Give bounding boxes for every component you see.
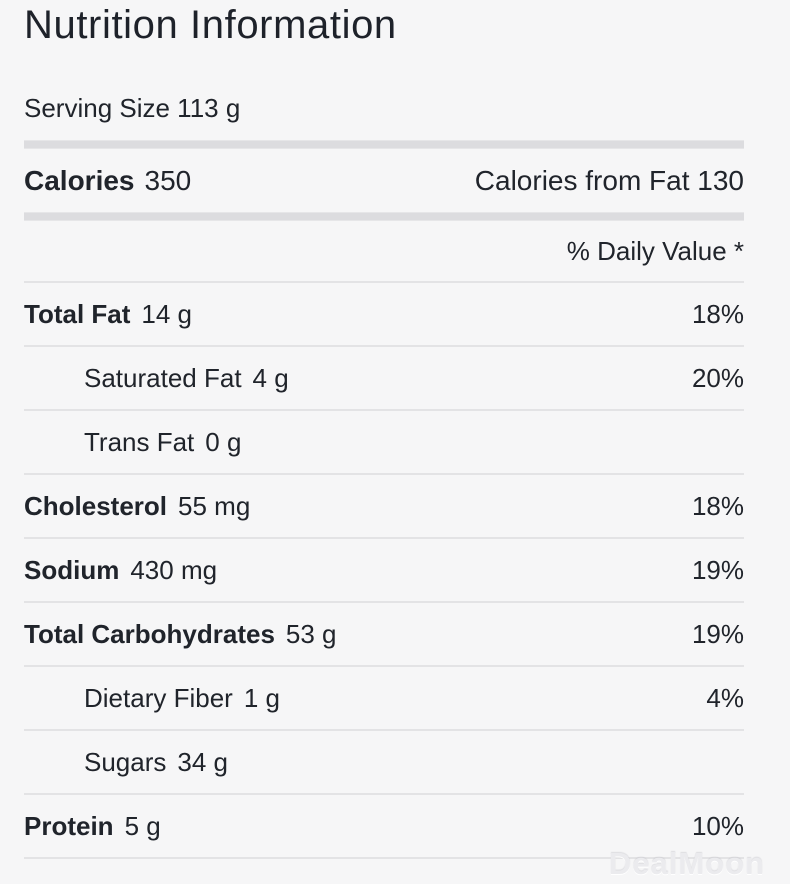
calories-label: Calories xyxy=(24,164,135,196)
nutrient-daily-value: 19% xyxy=(691,618,744,649)
nutrient-label: Dietary Fiber xyxy=(84,682,233,713)
nutrient-label: Trans Fat xyxy=(84,426,195,457)
nutrient-cell: Saturated Fat 4 g xyxy=(84,363,289,394)
nutrient-label: Sodium xyxy=(24,554,120,585)
table-row: Total Fat 14 g 18% xyxy=(24,281,744,345)
nutrient-amount: 5 g xyxy=(124,810,161,841)
nutrient-cell: Cholesterol 55 mg xyxy=(24,491,250,522)
nutrient-amount: 430 mg xyxy=(130,554,218,585)
page-title: Nutrition Information xyxy=(24,3,397,47)
nutrient-amount: 14 g xyxy=(141,298,193,329)
serving-size-text: Serving Size 113 g xyxy=(24,92,241,123)
calories-amount: 350 xyxy=(144,164,192,196)
nutrient-label: Total Fat xyxy=(24,298,131,329)
nutrient-daily-value: 18% xyxy=(691,490,744,521)
nutrient-amount: 1 g xyxy=(243,682,280,713)
daily-value-header: % Daily Value * xyxy=(566,235,744,266)
calories-value: Calories 350 xyxy=(24,165,191,197)
nutrient-cell: Total Carbohydrates 53 g xyxy=(24,619,337,650)
table-row: Trans Fat 0 g xyxy=(24,409,744,473)
nutrient-daily-value: 19% xyxy=(691,554,744,585)
table-row: Dietary Fiber 1 g 4% xyxy=(24,665,744,729)
nutrient-label: Sugars xyxy=(84,746,167,777)
nutrient-amount: 55 mg xyxy=(178,490,251,521)
table-row: Sodium 430 mg 19% xyxy=(24,537,744,601)
nutrient-cell: Dietary Fiber 1 g xyxy=(84,683,280,714)
table-row: Cholesterol 55 mg 18% xyxy=(24,473,744,537)
nutrient-cell: Total Fat 14 g xyxy=(24,299,192,330)
nutrient-daily-value: 18% xyxy=(691,298,744,329)
calories-row: Calories 350 Calories from Fat 130 xyxy=(24,149,744,212)
nutrient-cell: Sugars 34 g xyxy=(84,747,228,778)
table-row: Sugars 34 g xyxy=(24,729,744,793)
nutrient-amount: 53 g xyxy=(285,618,337,649)
calories-from-fat: Calories from Fat 130 xyxy=(474,164,744,196)
nutrient-daily-value: 20% xyxy=(691,362,744,393)
nutrient-cell: Protein 5 g xyxy=(24,811,161,842)
nutrient-amount: 34 g xyxy=(177,746,228,777)
nutrient-label: Cholesterol xyxy=(24,490,168,521)
nutrient-amount: 0 g xyxy=(205,426,242,457)
nutrient-label: Protein xyxy=(24,810,114,841)
serving-size-row: Serving Size 113 g xyxy=(24,76,744,140)
thick-divider-top xyxy=(24,140,744,149)
nutrient-table: Total Fat 14 g 18% Saturated Fat 4 g 20%… xyxy=(24,281,744,859)
nutrient-label: Saturated Fat xyxy=(84,362,242,393)
watermark: DealMoon xyxy=(608,846,765,881)
table-row: Total Carbohydrates 53 g 19% xyxy=(24,601,744,665)
table-row: Protein 5 g 10% xyxy=(24,793,744,857)
nutrient-amount: 4 g xyxy=(252,362,289,393)
nutrient-daily-value: 4% xyxy=(706,682,744,713)
nutrient-daily-value: 10% xyxy=(691,810,744,841)
daily-value-header-row: % Daily Value * xyxy=(24,221,744,281)
nutrient-label: Total Carbohydrates xyxy=(24,618,275,649)
table-row: Saturated Fat 4 g 20% xyxy=(24,345,744,409)
nutrient-cell: Trans Fat 0 g xyxy=(84,427,241,458)
nutrient-cell: Sodium 430 mg xyxy=(24,555,217,586)
thick-divider-bottom xyxy=(24,212,744,221)
